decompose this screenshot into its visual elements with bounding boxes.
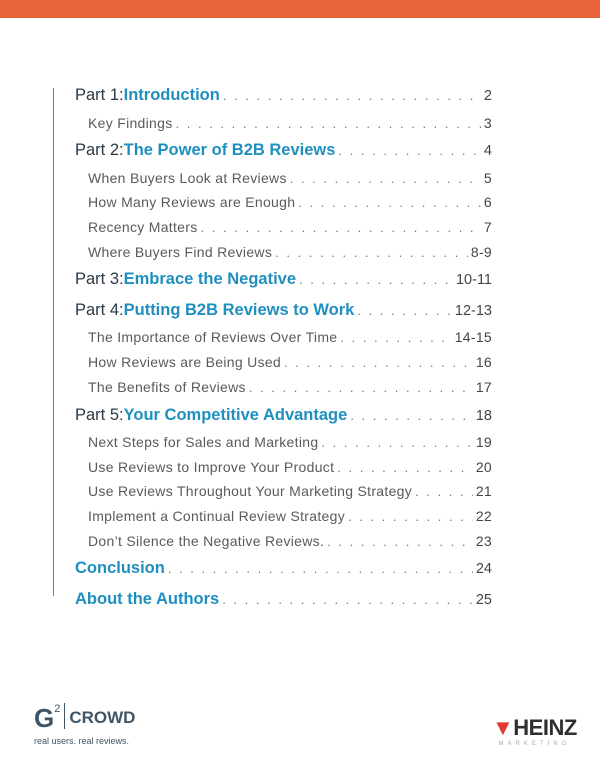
dot-leader [249, 380, 473, 395]
toc-entry[interactable]: Use Reviews to Improve Your Product 20 [75, 459, 492, 484]
g2-sup: 2 [54, 703, 61, 715]
heinz-sub: MARKETING [498, 741, 571, 747]
part-prefix: Part 1: [75, 86, 124, 104]
g2-mark: G [34, 703, 55, 733]
dot-leader [338, 143, 481, 158]
page-number: 18 [475, 407, 492, 424]
dot-leader [201, 220, 481, 235]
toc-entry[interactable]: How Many Reviews are Enough 6 [75, 194, 492, 219]
page-number: 3 [483, 114, 492, 131]
part-prefix: Part 2: [75, 141, 124, 160]
toc-entry[interactable]: Use Reviews Throughout Your Marketing St… [75, 483, 492, 508]
part-prefix: Part 5: [75, 405, 124, 424]
page-number: 6 [483, 194, 492, 211]
part-prefix: Part 3: [75, 270, 124, 289]
entry-title: How Reviews are Being Used [88, 354, 281, 371]
dot-leader [327, 534, 473, 549]
entry-title: How Many Reviews are Enough [88, 194, 296, 211]
page-number: 19 [475, 434, 492, 450]
toc-entry[interactable]: Part 4: Putting B2B Reviews to Work 12-13 [75, 299, 492, 330]
toc-entry[interactable]: When Buyers Look at Reviews 5 [75, 170, 492, 195]
page-number: 4 [483, 143, 492, 160]
toc-entry[interactable]: Key Findings 3 [75, 115, 492, 140]
page-number: 16 [475, 354, 492, 371]
dot-leader [350, 408, 473, 423]
heinz-marketing-logo: ▼HEINZ MARKETING [492, 715, 577, 747]
dot-leader [299, 272, 453, 287]
page-number: 22 [475, 508, 492, 525]
entry-title: Embrace the Negative [123, 270, 297, 289]
toc-entry[interactable]: Implement a Continual Review Strategy 22 [75, 508, 492, 533]
heinz-funnel-icon: ▼ [492, 715, 514, 740]
toc-entry[interactable]: How Reviews are Being Used 16 [75, 354, 492, 379]
dot-leader [284, 355, 473, 370]
toc-entry[interactable]: Where Buyers Find Reviews 8-9 [75, 244, 492, 269]
toc-entry[interactable]: Part 2: The Power of B2B Reviews 4 [75, 139, 492, 170]
entry-title: Introduction [123, 86, 220, 104]
page-number: 8-9 [470, 243, 492, 260]
entry-title: The Power of B2B Reviews [123, 141, 336, 160]
g2-crowd-logo: G2 CROWD real users. real reviews. [34, 703, 135, 746]
dot-leader [415, 484, 473, 499]
entry-title: Use Reviews Throughout Your Marketing St… [88, 483, 413, 500]
page-number: 14-15 [454, 329, 492, 346]
toc-entry[interactable]: Next Steps for Sales and Marketing 19 [75, 434, 492, 459]
dot-leader [168, 561, 473, 576]
g2-name: CROWD [69, 708, 136, 727]
dot-leader [290, 171, 481, 186]
entry-title: About the Authors [75, 589, 220, 608]
page-number: 10-11 [455, 272, 492, 289]
dot-leader [275, 245, 468, 260]
dot-leader [298, 195, 481, 210]
page-number: 21 [475, 483, 492, 500]
page-number: 12-13 [454, 302, 492, 319]
dot-leader [337, 460, 473, 475]
top-accent-bar [0, 0, 600, 18]
toc-entry[interactable]: Part 1: Introduction 2 [75, 84, 492, 115]
page-number: 17 [475, 378, 492, 395]
entry-title: Use Reviews to Improve Your Product [88, 458, 335, 475]
entry-title: Where Buyers Find Reviews [88, 243, 273, 260]
dot-leader [357, 303, 452, 318]
page-number: 23 [475, 532, 492, 549]
table-of-contents: Part 1: Introduction 2 Key Findings 3 Part 2… [75, 84, 492, 618]
dot-leader [321, 435, 472, 450]
entry-title: Implement a Continual Review Strategy [88, 508, 345, 525]
toc-entry[interactable]: Part 3: Embrace the Negative 10-11 [75, 268, 492, 299]
heinz-name: HEINZ [513, 715, 577, 740]
dot-leader [340, 330, 451, 345]
page-number: 2 [483, 88, 492, 104]
toc-entry[interactable]: Part 5: Your Competitive Advantage 18 [75, 404, 492, 435]
dot-leader [176, 116, 481, 131]
entry-title: Putting B2B Reviews to Work [123, 300, 355, 319]
entry-title: Key Findings [88, 114, 173, 131]
page-number: 5 [483, 169, 492, 186]
toc-entry[interactable]: The Benefits of Reviews 17 [75, 379, 492, 404]
entry-title: Don’t Silence the Negative Reviews. [88, 532, 325, 549]
entry-title: Next Steps for Sales and Marketing [88, 434, 319, 450]
page-number: 20 [475, 458, 492, 475]
page-number: 7 [483, 219, 492, 236]
toc-entry[interactable]: Don’t Silence the Negative Reviews. 23 [75, 533, 492, 558]
entry-title: Conclusion [75, 559, 165, 578]
part-prefix: Part 4: [75, 300, 124, 319]
toc-entry[interactable]: Recency Matters 7 [75, 219, 492, 244]
entry-title: When Buyers Look at Reviews [88, 169, 287, 186]
toc-entry[interactable]: The Importance of Reviews Over Time 14-15 [75, 329, 492, 354]
dot-leader [222, 592, 473, 607]
toc-entry[interactable]: Conclusion 24 [75, 557, 492, 588]
toc-entry[interactable]: About the Authors 25 [75, 588, 492, 619]
toc-divider-line [53, 88, 54, 596]
dot-leader [348, 509, 473, 524]
entry-title: The Importance of Reviews Over Time [88, 329, 338, 346]
entry-title: Recency Matters [88, 219, 198, 236]
entry-title: The Benefits of Reviews [88, 378, 246, 395]
g2-tagline: real users. real reviews. [34, 736, 130, 746]
entry-title: Your Competitive Advantage [123, 405, 348, 424]
dot-leader [223, 88, 481, 103]
page-number: 24 [475, 561, 492, 578]
page-number: 25 [475, 591, 492, 608]
